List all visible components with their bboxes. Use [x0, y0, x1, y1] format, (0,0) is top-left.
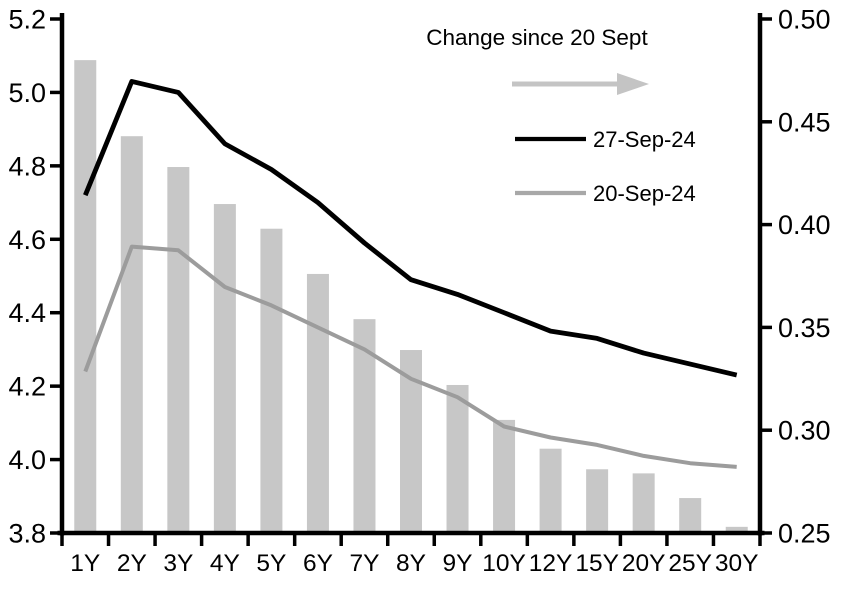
x-label-2Y: 2Y [117, 550, 147, 577]
bar-5Y [260, 228, 283, 533]
x-label-9Y: 9Y [443, 550, 473, 577]
x-label-10Y: 10Y [482, 550, 526, 577]
right-tick-label-0.50: 0.50 [778, 5, 831, 35]
line-27-sep-24 [83, 79, 738, 378]
x-label-25Y: 25Y [668, 550, 712, 577]
bar-10Y [493, 419, 516, 533]
left-tick-label-4.2: 4.2 [8, 372, 46, 402]
bar-3Y [167, 167, 190, 534]
x-label-4Y: 4Y [210, 550, 240, 577]
x-label-12Y: 12Y [529, 550, 573, 577]
left-tick-label-4.4: 4.4 [8, 298, 46, 328]
left-tick-label-4.0: 4.0 [8, 445, 46, 475]
right-tick-label-0.45: 0.45 [778, 107, 831, 137]
x-label-7Y: 7Y [349, 550, 379, 577]
x-label-8Y: 8Y [396, 550, 426, 577]
bar-8Y [400, 350, 422, 533]
x-label-30Y: 30Y [715, 550, 759, 577]
legend-title: Change since 20 Sept [426, 25, 648, 50]
bar-2Y [120, 136, 143, 533]
legend-label-27-Sep-24: 27-Sep-24 [593, 127, 696, 152]
left-tick-label-4.8: 4.8 [8, 151, 46, 181]
left-tick-label-4.6: 4.6 [8, 225, 46, 255]
x-label-5Y: 5Y [256, 550, 286, 577]
bar-7Y [353, 319, 376, 533]
right-tick-label-0.25: 0.25 [778, 519, 831, 549]
right-tick-label-0.40: 0.40 [778, 210, 831, 240]
right-arrow-icon-head [617, 73, 649, 95]
bar-4Y [213, 204, 236, 534]
bar-6Y [306, 273, 329, 533]
bar-25Y [679, 498, 702, 533]
bar-9Y [446, 384, 469, 533]
x-label-6Y: 6Y [303, 550, 333, 577]
bar-20Y [632, 473, 655, 533]
bar-1Y [74, 60, 97, 534]
right-tick-label-0.30: 0.30 [778, 416, 831, 446]
left-tick-label-5.2: 5.2 [8, 5, 46, 35]
x-label-15Y: 15Y [575, 550, 619, 577]
x-label-3Y: 3Y [163, 550, 193, 577]
left-tick-label-5.0: 5.0 [8, 78, 46, 108]
bar-15Y [586, 469, 609, 533]
x-label-1Y: 1Y [70, 550, 100, 577]
right-tick-label-0.35: 0.35 [778, 313, 831, 343]
bar-12Y [539, 448, 562, 533]
x-label-20Y: 20Y [622, 550, 666, 577]
left-tick-label-3.8: 3.8 [8, 519, 46, 549]
bar-30Y [725, 526, 748, 533]
line-20-sep-24 [83, 244, 737, 469]
legend-label-20-Sep-24: 20-Sep-24 [593, 181, 696, 206]
